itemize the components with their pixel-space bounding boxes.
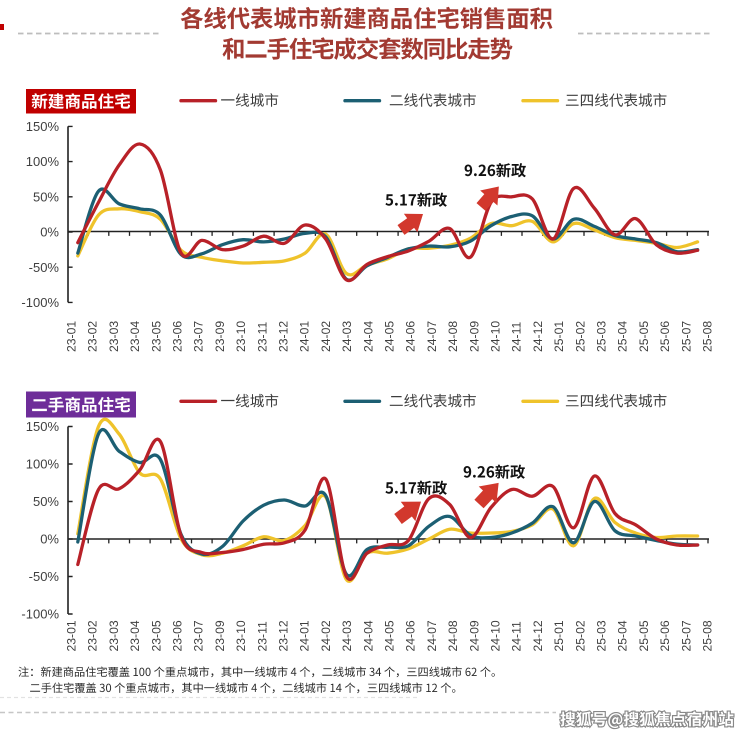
svg-text:25-06: 25-06 [658,620,672,651]
svg-text:23-06: 23-06 [171,620,185,651]
svg-text:23-05: 23-05 [149,321,163,352]
svg-text:50%: 50% [33,189,59,204]
svg-text:24-07: 24-07 [425,620,439,651]
svg-text:24-09: 24-09 [467,620,481,651]
svg-text:25-01: 25-01 [552,321,566,352]
svg-text:-100%: -100% [21,607,59,622]
svg-text:25-01: 25-01 [552,620,566,651]
svg-text:-50%: -50% [29,260,60,275]
svg-text:-100%: -100% [21,295,59,310]
svg-text:23-04: 23-04 [128,620,142,651]
svg-text:24-04: 24-04 [361,321,375,352]
svg-text:24-01: 24-01 [298,321,312,352]
svg-text:25-03: 25-03 [595,620,609,651]
svg-text:24-08: 24-08 [446,620,460,651]
svg-text:100%: 100% [26,457,60,472]
svg-text:23-01: 23-01 [65,321,79,352]
svg-text:25-05: 25-05 [637,321,651,352]
svg-text:23-06: 23-06 [171,321,185,352]
svg-text:24-07: 24-07 [425,321,439,352]
svg-text:24-06: 24-06 [404,620,418,651]
svg-text:23-01: 23-01 [65,620,79,651]
svg-text:24-08: 24-08 [446,321,460,352]
svg-text:23-04: 23-04 [128,321,142,352]
svg-text:23-12: 23-12 [277,321,291,352]
svg-text:23-03: 23-03 [107,321,121,352]
svg-text:23-10: 23-10 [234,620,248,651]
svg-text:24-03: 24-03 [340,321,354,352]
svg-text:150%: 150% [26,419,60,434]
svg-text:23-12: 23-12 [277,620,291,651]
svg-text:23-10: 23-10 [234,321,248,352]
svg-text:24-12: 24-12 [531,321,545,352]
svg-text:25-08: 25-08 [701,321,715,352]
svg-text:24-06: 24-06 [404,321,418,352]
svg-text:25-04: 25-04 [616,620,630,651]
svg-text:25-07: 25-07 [679,321,693,352]
svg-text:25-07: 25-07 [679,620,693,651]
svg-text:0%: 0% [40,532,59,547]
svg-text:24-04: 24-04 [361,620,375,651]
svg-text:25-03: 25-03 [595,321,609,352]
svg-text:23-07: 23-07 [192,620,206,651]
svg-text:24-11: 24-11 [510,322,524,352]
svg-text:24-10: 24-10 [489,321,503,352]
svg-text:23-11: 23-11 [255,621,269,651]
svg-text:23-07: 23-07 [192,321,206,352]
svg-text:25-06: 25-06 [658,321,672,352]
svg-text:25-02: 25-02 [573,620,587,651]
svg-text:0%: 0% [40,225,59,240]
svg-text:24-11: 24-11 [510,621,524,651]
svg-text:25-05: 25-05 [637,620,651,651]
svg-text:24-10: 24-10 [489,620,503,651]
svg-text:25-02: 25-02 [573,321,587,352]
svg-text:23-09: 23-09 [213,620,227,651]
svg-text:24-12: 24-12 [531,620,545,651]
svg-text:24-01: 24-01 [298,620,312,651]
svg-text:50%: 50% [33,494,59,509]
svg-text:24-02: 24-02 [319,620,333,651]
svg-text:23-05: 23-05 [149,620,163,651]
svg-text:150%: 150% [26,119,60,134]
svg-text:23-09: 23-09 [213,321,227,352]
svg-text:24-03: 24-03 [340,620,354,651]
svg-text:25-08: 25-08 [701,620,715,651]
svg-text:24-02: 24-02 [319,321,333,352]
svg-text:23-11: 23-11 [255,322,269,352]
svg-text:24-05: 24-05 [383,321,397,352]
svg-text:100%: 100% [26,154,60,169]
svg-text:23-02: 23-02 [86,321,100,352]
svg-text:24-05: 24-05 [383,620,397,651]
svg-text:25-04: 25-04 [616,321,630,352]
svg-text:24-09: 24-09 [467,321,481,352]
svg-text:-50%: -50% [29,569,60,584]
svg-text:23-02: 23-02 [86,620,100,651]
svg-text:23-03: 23-03 [107,620,121,651]
